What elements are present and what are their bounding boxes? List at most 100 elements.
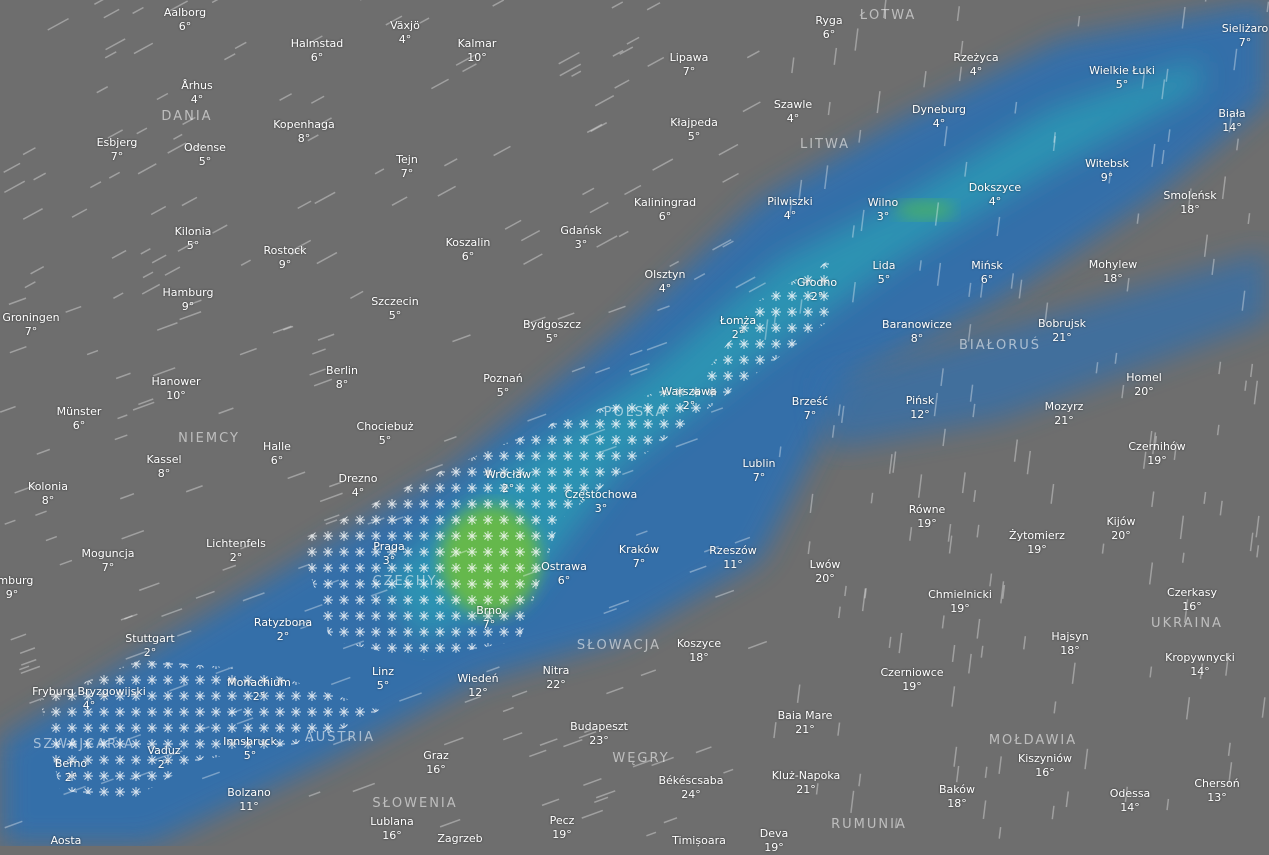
city-label[interactable]: emburg9° [0,574,33,602]
city-label[interactable]: Zagrzeb [437,832,482,846]
